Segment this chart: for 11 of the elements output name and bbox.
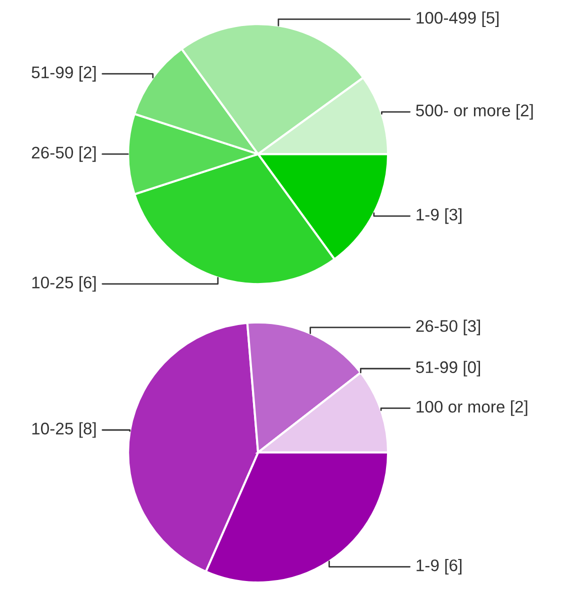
slice-label: 51-99 [2] [32,66,96,82]
slice-label: 1-9 [6] [416,559,462,575]
slice-label: 10-25 [6] [32,276,96,292]
legend-label: 51-99 [0] [416,360,480,376]
slice-label: 26-50 [3] [416,320,480,336]
slice-label: 26-50 [2] [32,146,96,162]
slice-label: 1-9 [3] [416,208,462,224]
slice-label: 500- or more [2] [416,104,533,120]
slice-label: 100 or more [2] [416,400,528,416]
slice-label: 100-499 [5] [416,11,499,27]
slice-label: 10-25 [8] [32,422,96,438]
